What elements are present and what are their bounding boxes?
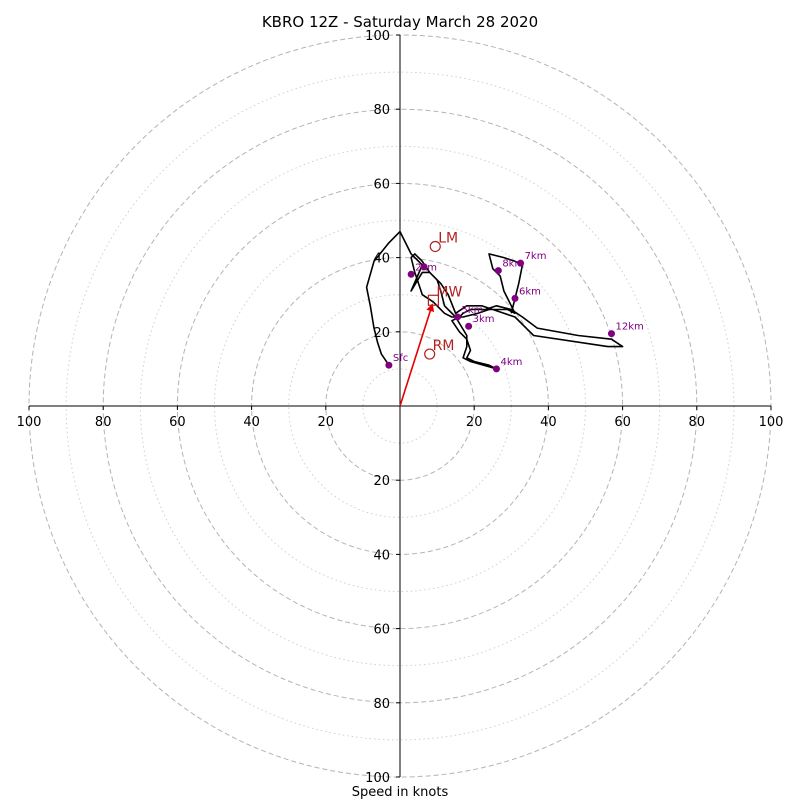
height-marker-point <box>517 259 525 267</box>
x-tick-label: 40 <box>243 415 260 430</box>
height-markers: Sfc2km3km4km5km6km7km8km12km <box>385 251 644 373</box>
storm-motion-marker <box>427 294 439 306</box>
height-marker-label: Sfc <box>393 353 408 364</box>
x-tick-label: 20 <box>466 415 483 430</box>
y-tick-label: 20 <box>373 474 390 489</box>
x-tick-label: 100 <box>17 415 42 430</box>
height-marker-label: 4km <box>500 357 522 368</box>
chart-title: KBRO 12Z - Saturday March 28 2020 <box>262 13 538 31</box>
storm-motion-label: LM <box>438 230 458 246</box>
mean-wind-vector <box>399 303 435 407</box>
height-marker-label: 6km <box>519 286 541 297</box>
height-marker-point <box>407 270 415 278</box>
storm-motion-marker <box>429 240 441 253</box>
x-tick-label: 40 <box>540 415 557 430</box>
x-tick-label: 60 <box>169 415 186 430</box>
x-axis-label: Speed in knots <box>352 785 449 800</box>
height-marker-label: 7km <box>525 251 547 262</box>
height-marker-point <box>465 322 473 330</box>
height-marker-point <box>511 294 519 302</box>
storm-motion-markers: LM MW RM <box>424 230 462 360</box>
x-tick-label: 100 <box>759 415 784 430</box>
x-tick-label: 60 <box>614 415 631 430</box>
height-marker-point <box>492 365 500 373</box>
x-tick-label: 80 <box>689 415 706 430</box>
hodograph-series <box>365 230 624 407</box>
x-tick-label: 20 <box>318 415 335 430</box>
x-tick-label: 80 <box>95 415 112 430</box>
height-marker-point <box>607 330 615 338</box>
storm-motion-marker <box>424 348 436 360</box>
storm-motion-label: RM <box>433 338 455 354</box>
hodograph-trace <box>365 230 624 370</box>
height-marker-point <box>494 267 502 275</box>
y-tick-label: 20 <box>373 326 390 341</box>
y-tick-label: 100 <box>365 771 390 786</box>
height-marker-point <box>385 361 393 369</box>
y-tick-label: 40 <box>373 252 390 267</box>
height-marker-label: 3km <box>473 314 495 325</box>
y-tick-label: 40 <box>373 548 390 563</box>
height-marker-label: 12km <box>615 322 643 333</box>
storm-motion-label: MW <box>436 284 462 300</box>
y-tick-label: 60 <box>373 177 390 192</box>
height-marker-label: 5km <box>462 305 484 316</box>
y-tick-label: 80 <box>373 697 390 712</box>
tick-labels: 100 80 60 40 20 20 40 60 80 100 20 20 40 40 60 60 80 80 10… <box>17 29 784 786</box>
height-marker-point <box>420 263 428 271</box>
y-tick-label: 60 <box>373 623 390 638</box>
height-marker-label: 8km <box>502 259 524 270</box>
y-tick-label: 100 <box>365 29 390 44</box>
y-tick-label: 80 <box>373 103 390 118</box>
height-marker-point <box>454 313 462 321</box>
